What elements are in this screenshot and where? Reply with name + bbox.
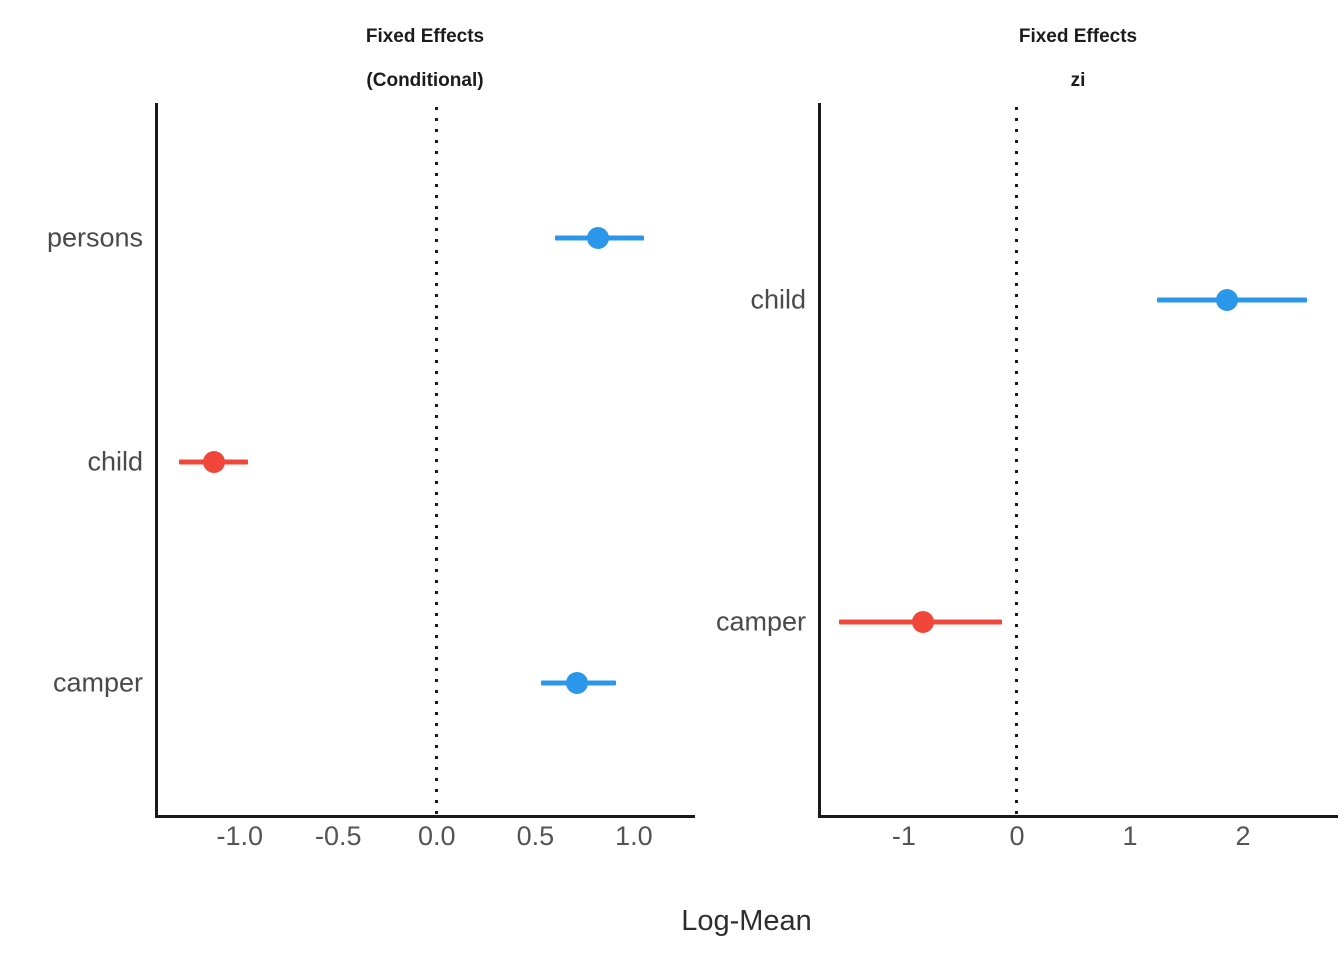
zero-reference-line bbox=[1015, 107, 1019, 815]
y-category-label: child bbox=[750, 284, 806, 315]
x-tick-label: -0.5 bbox=[315, 821, 362, 851]
panel-subtitle: (Conditional) bbox=[366, 70, 484, 91]
x-tick-label: 0.5 bbox=[516, 821, 555, 851]
y-axis-line bbox=[155, 103, 158, 815]
x-tick-label: -1.0 bbox=[216, 821, 263, 851]
x-axis-line bbox=[155, 815, 695, 818]
x-axis-line bbox=[818, 815, 1338, 818]
estimate-point bbox=[1216, 289, 1239, 312]
panel-title: Fixed Effects bbox=[1018, 26, 1138, 47]
estimate-point bbox=[203, 450, 226, 473]
x-tick-label: 2 bbox=[1235, 821, 1251, 851]
panel-conditional: Fixed Effects (Conditional) -1.0 -0.5 0.0 0… bbox=[47, 26, 695, 851]
y-category-label: persons bbox=[46, 222, 143, 253]
panel-subtitle: zi bbox=[1070, 70, 1086, 91]
panel-zi: Fixed Effects zi -1 0 1 2 child camper bbox=[716, 26, 1338, 851]
y-category-label: camper bbox=[52, 667, 143, 698]
x-tick-label: 0.0 bbox=[418, 821, 456, 851]
x-axis-title: Log-Mean bbox=[681, 905, 812, 937]
estimate-point bbox=[565, 672, 588, 695]
x-tick-label: -1 bbox=[891, 821, 916, 851]
estimate-point bbox=[912, 611, 935, 634]
x-tick-label: 1.0 bbox=[615, 821, 653, 851]
y-category-label: camper bbox=[715, 606, 806, 637]
panel-title: Fixed Effects bbox=[365, 26, 485, 47]
x-tick-label: 1 bbox=[1122, 821, 1138, 851]
y-category-label: child bbox=[87, 446, 143, 477]
y-axis-line bbox=[818, 103, 821, 815]
estimate-point bbox=[587, 227, 610, 250]
zero-reference-line bbox=[435, 107, 439, 815]
x-tick-label: 0 bbox=[1009, 821, 1025, 851]
